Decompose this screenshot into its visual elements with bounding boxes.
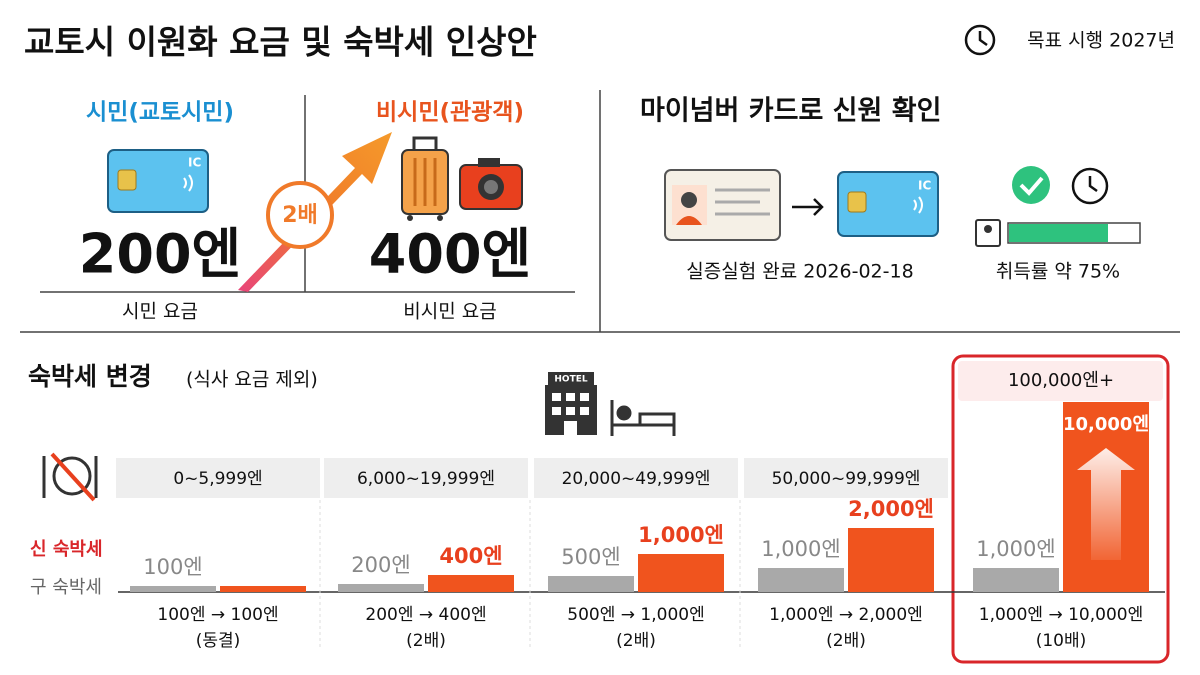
highlight-header	[958, 361, 1163, 401]
resident-caption: 시민 요금	[122, 301, 198, 323]
camera-icon	[459, 158, 523, 210]
change: 100엔 → 100엔	[157, 605, 278, 625]
change: 200엔 → 400엔	[365, 605, 486, 625]
range-label: 20,000~49,999엔	[562, 469, 711, 489]
legend-new: 신 숙박세	[30, 539, 103, 560]
range-box	[116, 458, 320, 498]
ratio: (동결)	[196, 631, 241, 651]
new-bar	[220, 586, 306, 592]
trial: 실증실험 완료 2026-02-18	[686, 261, 913, 283]
clock-icon	[964, 24, 996, 56]
range-label: 6,000~19,999엔	[357, 469, 495, 489]
new-value: 10,000엔	[1063, 414, 1149, 435]
new-bar	[428, 575, 514, 592]
change: 1,000엔 → 10,000엔	[979, 605, 1143, 625]
bed-icon	[610, 400, 676, 436]
visitor-label: 비시민(관광객)	[376, 100, 524, 126]
new-value: 2,000엔	[848, 497, 934, 521]
old-value: 1,000엔	[976, 537, 1055, 561]
new-value: 400엔	[439, 544, 502, 568]
mynumber-title: 마이넘버 카드로 신원 확인	[640, 96, 941, 127]
range-box	[744, 458, 948, 498]
ratio: (10배)	[1036, 631, 1087, 651]
range-box	[324, 458, 528, 498]
ratio: (2배)	[826, 631, 866, 651]
tax-title: 숙박세 변경	[28, 362, 152, 391]
new-bar	[638, 554, 724, 592]
change: 1,000엔 → 2,000엔	[769, 605, 923, 625]
no-food-icon	[42, 452, 98, 502]
new-value: 1,000엔	[638, 523, 724, 547]
ratio: (2배)	[616, 631, 656, 651]
change: 500엔 → 1,000엔	[567, 605, 704, 625]
rate: 취득률 약 75%	[996, 261, 1120, 283]
ratio: (2배)	[406, 631, 446, 651]
brackets: 0~5,999엔 100엔 100엔 → 100엔 (동결) 6,000~19,999엔…	[116, 370, 1149, 651]
arrow	[792, 198, 824, 216]
old-value: 1,000엔	[761, 537, 840, 561]
card-text: IC	[918, 179, 931, 193]
old-bar	[338, 584, 424, 592]
old-bar	[973, 568, 1059, 592]
visitor-caption: 비시민 요금	[403, 301, 496, 323]
visitor-price: 400엔	[369, 223, 531, 286]
old-value: 500엔	[561, 545, 620, 569]
old-value: 100엔	[143, 555, 202, 579]
ic-card: IC	[107, 149, 209, 213]
range-label: 50,000~99,999엔	[772, 469, 921, 489]
old-bar	[758, 568, 844, 592]
hotel-icon: HOTEL	[545, 372, 597, 435]
check-icon	[1012, 166, 1050, 204]
title: 교토시 이원화 요금 및 숙박세 인상안	[24, 23, 537, 62]
suitcase-icon	[401, 136, 449, 221]
resident-label: 시민(교토시민)	[86, 100, 234, 126]
new-bar	[848, 528, 934, 592]
up-arrow	[1077, 448, 1135, 560]
old-bar	[548, 576, 634, 592]
svg-text:HOTEL: HOTEL	[554, 375, 587, 385]
range-box	[534, 458, 738, 498]
range-label: 0~5,999엔	[173, 469, 262, 489]
badge: 목표 시행 2027년	[1027, 30, 1175, 52]
dividers	[20, 90, 1180, 333]
timer-icon	[1071, 167, 1109, 205]
range-label: 100,000엔+	[1008, 370, 1114, 391]
ic-card: IC	[837, 171, 939, 237]
card-text: IC	[188, 156, 201, 170]
old-value: 200엔	[351, 553, 410, 577]
progress	[975, 219, 1141, 247]
tax-note: (식사 요금 제외)	[186, 369, 318, 391]
id-card-icon	[664, 169, 781, 241]
resident-price: 200엔	[79, 223, 241, 286]
legend-old: 구 숙박세	[30, 577, 102, 598]
old-bar	[130, 586, 216, 592]
growth-arrow: 2배	[238, 132, 392, 292]
multiplier: 2배	[282, 203, 318, 228]
